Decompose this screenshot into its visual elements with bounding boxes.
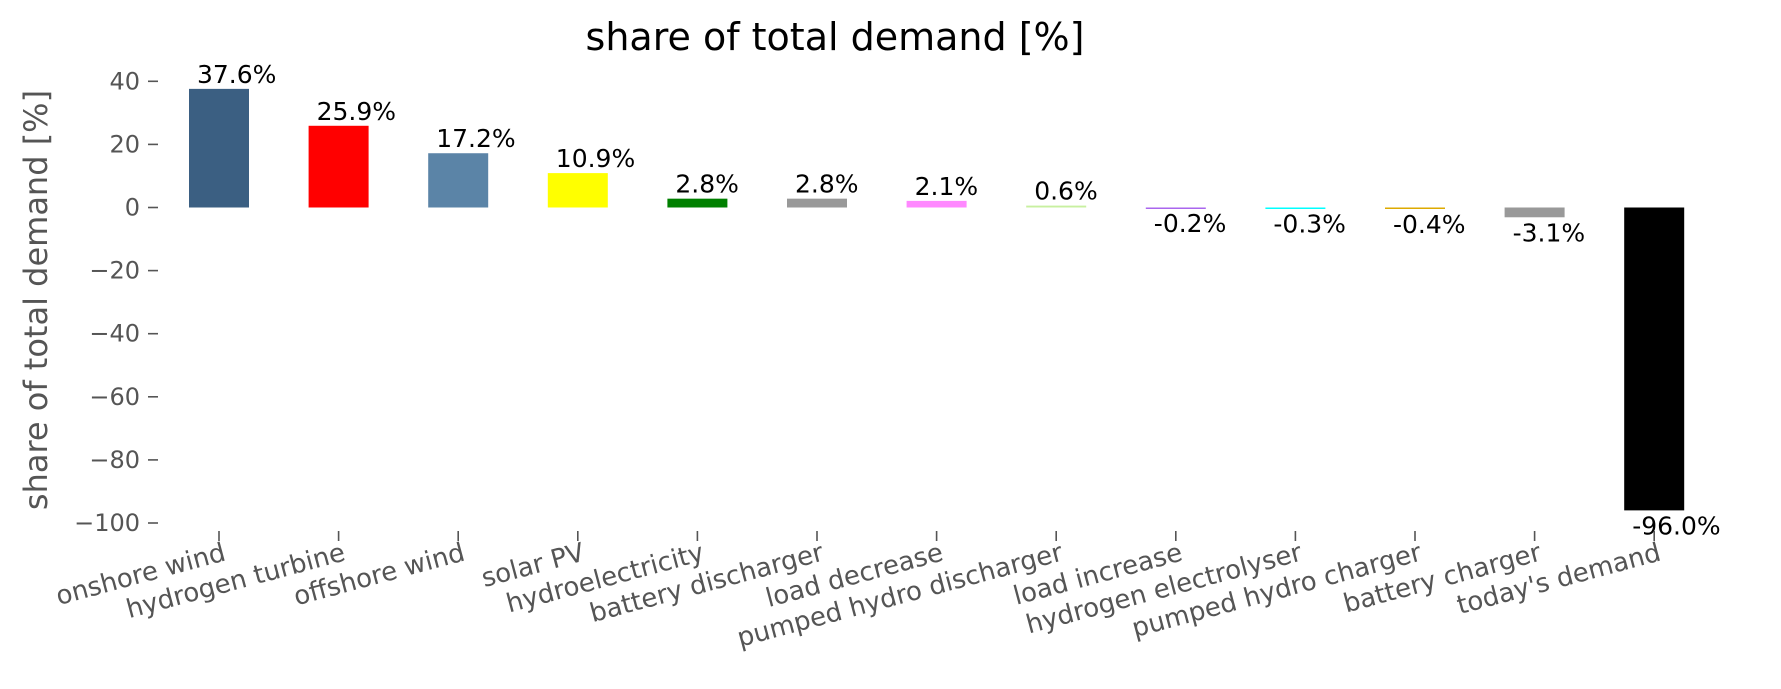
data-label: -0.2% bbox=[1154, 209, 1227, 238]
bar bbox=[1145, 207, 1206, 209]
y-tick-label: −20 bbox=[89, 257, 140, 285]
data-label: -96.0% bbox=[1632, 511, 1720, 540]
y-tick-label: −80 bbox=[89, 446, 140, 474]
y-tick-label: 0 bbox=[125, 194, 140, 222]
bar bbox=[1624, 207, 1685, 511]
data-label: -0.4% bbox=[1393, 210, 1466, 239]
bar bbox=[308, 125, 369, 208]
bar bbox=[787, 198, 847, 208]
bar bbox=[1385, 207, 1445, 209]
bar bbox=[906, 200, 967, 208]
y-axis-label: share of total demand [%] bbox=[17, 90, 55, 510]
data-label: 10.9% bbox=[556, 144, 635, 173]
data-label: 2.8% bbox=[795, 170, 859, 199]
bar bbox=[547, 173, 608, 208]
data-label: 2.8% bbox=[675, 170, 739, 199]
y-tick-label: 20 bbox=[109, 130, 140, 158]
bar bbox=[667, 198, 728, 208]
data-label: 2.1% bbox=[915, 172, 979, 201]
y-tick-label: −60 bbox=[89, 383, 140, 411]
bar bbox=[1265, 207, 1326, 209]
chart-title: share of total demand [%] bbox=[586, 15, 1085, 59]
y-axis: 40 20 0 −20 −40 −60 −80 −100 bbox=[74, 67, 158, 537]
bar bbox=[1026, 205, 1087, 208]
data-labels: 37.6% 25.9% 17.2% 10.9% 2.8% 2.8% 2.1% 0.6% -0.2… bbox=[197, 60, 1721, 541]
bar bbox=[1504, 207, 1565, 218]
bar bbox=[189, 88, 249, 208]
data-label: 25.9% bbox=[317, 97, 396, 126]
y-tick-label: −100 bbox=[74, 509, 140, 537]
y-tick-label: 40 bbox=[109, 67, 140, 95]
data-label: 17.2% bbox=[436, 124, 515, 153]
data-label: -0.3% bbox=[1273, 209, 1346, 238]
data-label: 0.6% bbox=[1034, 177, 1098, 206]
y-tick-label: −40 bbox=[89, 320, 140, 348]
data-label: -3.1% bbox=[1513, 218, 1586, 247]
data-label: 37.6% bbox=[197, 60, 276, 89]
bar bbox=[428, 153, 489, 208]
bars bbox=[189, 88, 1685, 511]
